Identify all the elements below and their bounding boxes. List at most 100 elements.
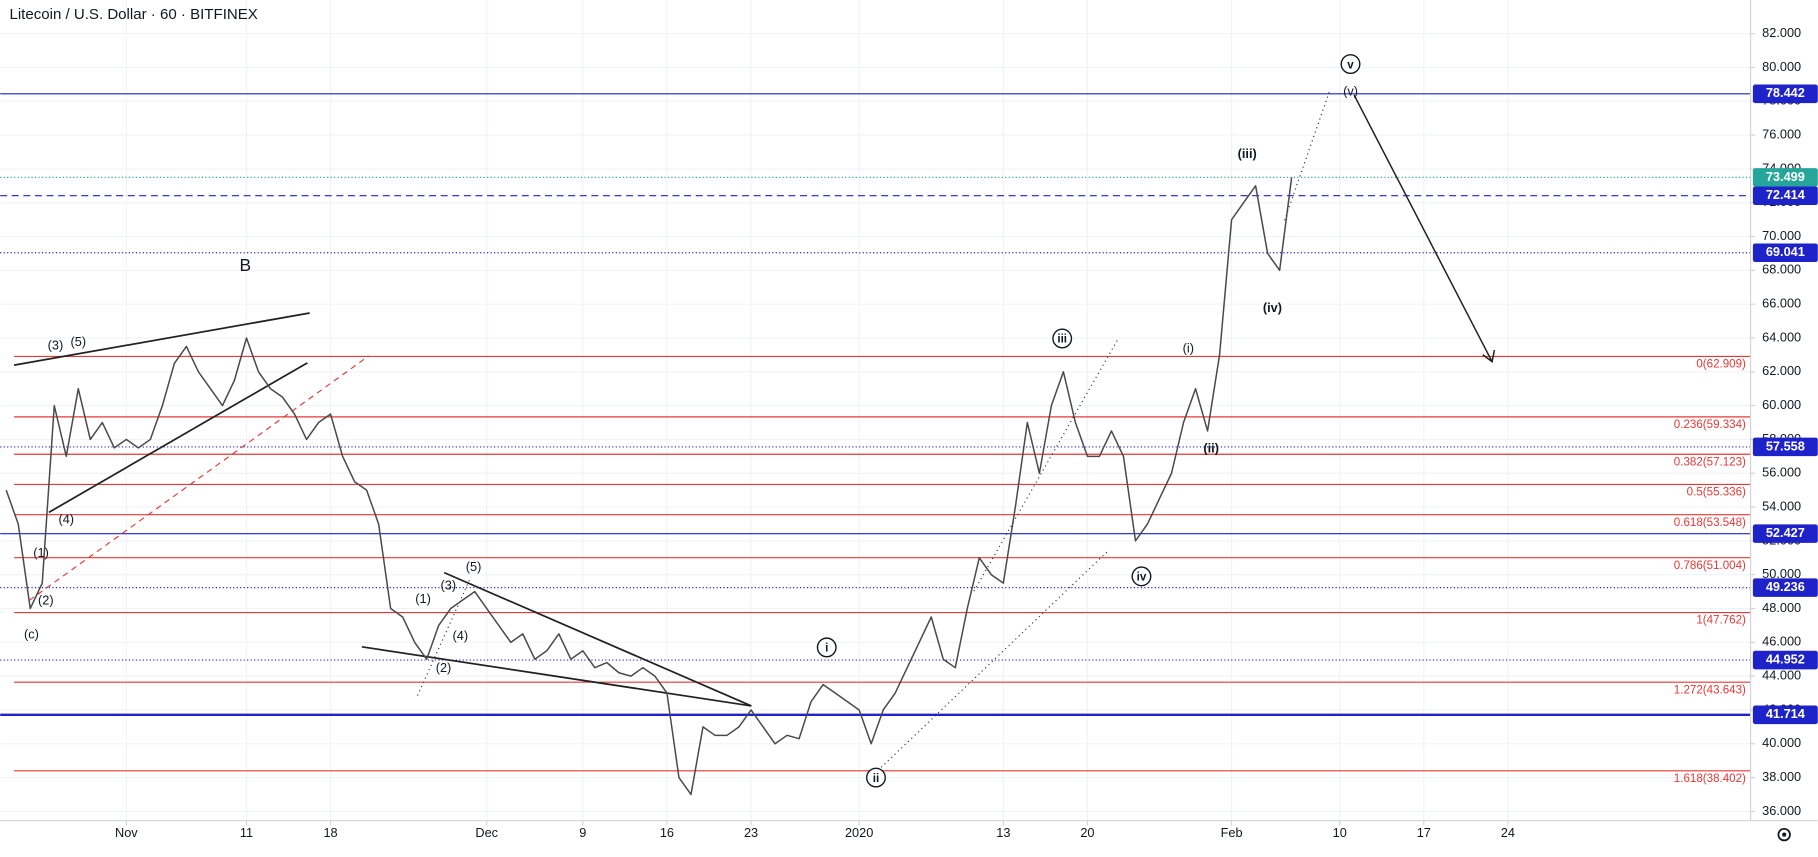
price-tag-label: 52.427	[1766, 525, 1805, 540]
wave-label: (1)	[415, 591, 431, 606]
x-tick-label: Feb	[1221, 825, 1243, 840]
fib-label: 1.618(38.402)	[1674, 773, 1746, 785]
settings-icon[interactable]	[1777, 827, 1791, 842]
wave-label: (5)	[466, 559, 482, 574]
wave-label: v	[1347, 59, 1354, 71]
x-tick-label: 23	[744, 825, 758, 840]
chart-title: Litecoin / U.S. Dollar · 60 · BITFINEX	[9, 6, 257, 23]
price-tag-label: 69.041	[1766, 244, 1805, 259]
wave-label: (i)	[1183, 341, 1194, 356]
price-tag	[1752, 186, 1818, 205]
x-tick-label: 20	[1080, 825, 1094, 840]
y-tick-label: 36.000	[1762, 803, 1801, 818]
y-tick-label: 46.000	[1762, 634, 1801, 649]
wave-circle	[1131, 566, 1152, 587]
y-tick-label: 62.000	[1762, 363, 1801, 378]
trendline	[443, 571, 752, 707]
y-tick-label: 70.000	[1762, 228, 1801, 243]
price-tag	[1752, 437, 1818, 457]
wave-label: (iii)	[1238, 146, 1257, 161]
levels: 0(62.909) 0.236(59.334) 0.382(57.123) 0.5(5…	[0, 93, 1751, 785]
price-tag-label: 57.558	[1766, 438, 1805, 453]
wave-label: (1)	[33, 545, 49, 560]
wave-label: (5)	[70, 334, 86, 349]
price-tag-label: 49.236	[1766, 579, 1805, 594]
y-tick-label: 80.000	[1762, 59, 1801, 74]
wave-label: i	[825, 643, 828, 655]
trendline	[361, 645, 752, 707]
y-tick-label: 66.000	[1762, 296, 1801, 311]
x-tick-label: Dec	[475, 825, 498, 840]
x-tick-label: 13	[996, 825, 1010, 840]
wave-label: B	[239, 255, 251, 275]
wave-label: (2)	[436, 660, 452, 675]
wave-label: iii	[1057, 334, 1067, 346]
wave-label: ii	[873, 773, 879, 785]
x-tick-label: 18	[323, 825, 337, 840]
wave-label: (3)	[441, 577, 457, 592]
settings-gear[interactable]	[1777, 827, 1791, 842]
y-tick-label: 76.000	[1762, 126, 1801, 141]
wave-label: iv	[1137, 572, 1147, 584]
x-tick-label: 16	[660, 825, 674, 840]
price-tag-label: 73.499	[1766, 169, 1805, 184]
drawings	[13, 90, 1496, 768]
y-tick-label: 50.000	[1762, 566, 1801, 581]
arrow	[1353, 94, 1493, 363]
trendline	[13, 312, 310, 366]
axes: 36.00038.00040.00042.00044.00046.00048.0…	[115, 25, 1818, 840]
x-tick-label: 24	[1501, 825, 1515, 840]
fib-label: 0(62.909)	[1696, 359, 1746, 371]
y-tick-label: 82.000	[1762, 25, 1801, 40]
y-tick-label: 44.000	[1762, 668, 1801, 683]
x-tick-label: Nov	[115, 825, 138, 840]
y-tick-label: 60.000	[1762, 397, 1801, 412]
wave-label: (v)	[1343, 84, 1358, 99]
wave-circle	[866, 767, 886, 788]
price-tag	[1752, 168, 1818, 187]
wave-label: (ii)	[1203, 440, 1219, 455]
wave-circle	[1340, 54, 1361, 75]
settings-gear-center	[1782, 832, 1787, 837]
annotations: B(3) (5)(4)(1)(2)(c)(1)(3)(5)(4)(2)iiiiii…	[24, 54, 1361, 788]
fib-label: 0.382(57.123)	[1674, 456, 1746, 468]
wave-label: (4)	[58, 511, 74, 526]
grid	[0, 0, 1751, 821]
wave-label: (4)	[453, 628, 469, 643]
x-tick-label: 2020	[845, 825, 873, 840]
series	[5, 177, 1293, 796]
wave-label: (c)	[24, 626, 39, 641]
y-tick-label: 68.000	[1762, 262, 1801, 277]
fib-label: 1.272(43.643)	[1674, 684, 1746, 696]
price-tag-label: 44.952	[1766, 651, 1805, 666]
fib-label: 1(47.762)	[1696, 615, 1746, 627]
trendline	[28, 355, 370, 601]
price-tag-label: 41.714	[1766, 706, 1806, 721]
wave-circle	[1052, 328, 1073, 349]
x-tick-label: 9	[579, 825, 586, 840]
y-tick-label: 64.000	[1762, 329, 1801, 344]
fib-label: 0.5(55.336)	[1687, 487, 1746, 499]
y-tick-label: 56.000	[1762, 465, 1801, 480]
fib-label: 0.236(59.334)	[1674, 419, 1746, 431]
price-tag	[1752, 84, 1818, 104]
price-tag-label: 78.442	[1766, 85, 1805, 100]
arrow-head	[1482, 349, 1496, 363]
fib-label: 0.618(53.548)	[1674, 517, 1746, 529]
price-tag	[1752, 705, 1818, 725]
x-tick-label: 17	[1417, 825, 1431, 840]
fib-label: 0.786(51.004)	[1674, 560, 1746, 572]
trendline	[973, 339, 1119, 592]
price-tag	[1752, 243, 1818, 263]
y-tick-label: 38.000	[1762, 769, 1801, 784]
y-tick-label: 54.000	[1762, 498, 1801, 513]
wave-label: (2)	[38, 593, 54, 608]
wave-circle	[816, 637, 837, 658]
wave-label: (3)	[48, 337, 64, 352]
price-tag	[1752, 650, 1818, 670]
y-tick-label: 40.000	[1762, 735, 1801, 750]
price-tag-label: 72.414	[1766, 187, 1806, 202]
wave-label: (iv)	[1263, 300, 1282, 315]
